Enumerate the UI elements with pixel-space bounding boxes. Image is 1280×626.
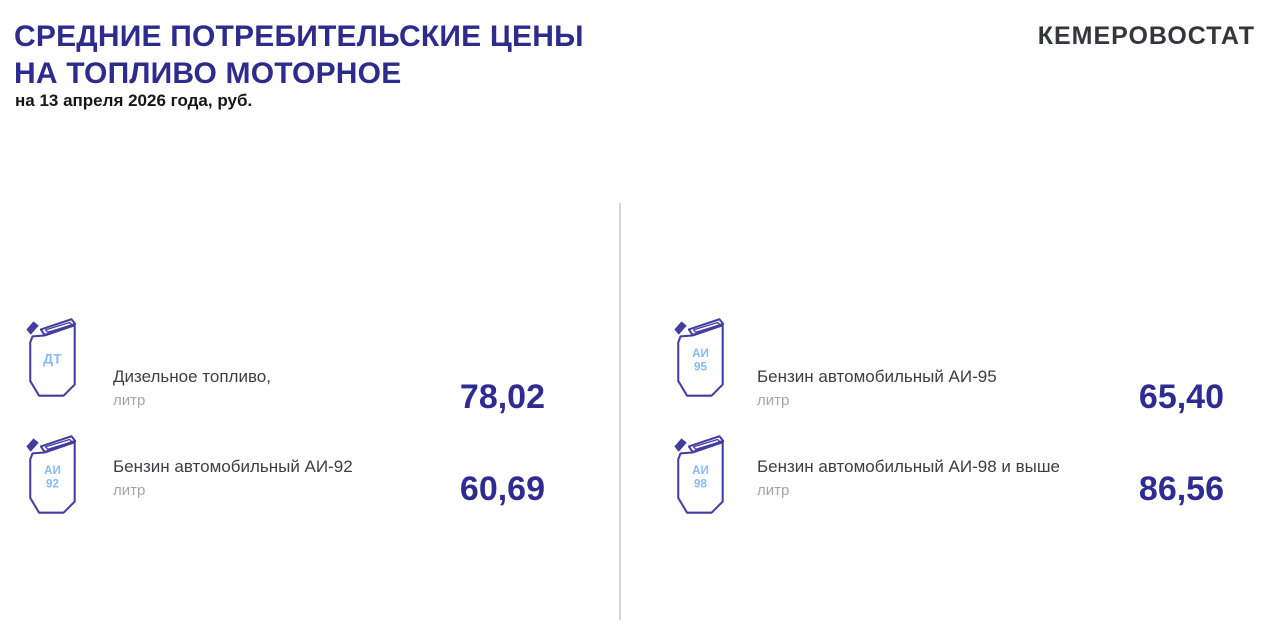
- page-title-line2: НА ТОПЛИВО МОТОРНОЕ: [14, 57, 402, 90]
- fuel-price-ai92: 60,69: [459, 470, 545, 508]
- jerrycan-label: АИ: [692, 465, 709, 477]
- jerrycan-label: 92: [46, 479, 59, 491]
- page-title-line1: СРЕДНИЕ ПОТРЕБИТЕЛЬСКИЕ ЦЕНЫ: [14, 20, 584, 53]
- fuel-price-diesel: 78,02: [459, 378, 545, 416]
- jerrycan-label: АИ: [692, 348, 709, 360]
- jerrycan-label: ДТ: [43, 351, 62, 367]
- jerrycan-label: 98: [694, 479, 707, 491]
- page-title: СРЕДНИЕ ПОТРЕБИТЕЛЬСКИЕ ЦЕНЫ НА ТОПЛИВО …: [14, 18, 584, 92]
- jerrycan-label: АИ: [44, 465, 61, 477]
- fuel-name-ai95: Бензин автомобильный АИ-95: [757, 367, 997, 386]
- fuel-name-diesel: Дизельное топливо,: [113, 367, 271, 386]
- brand-logo-text: КЕМЕРОВОСТАТ: [1037, 22, 1255, 50]
- fuel-price-ai95: 65,40: [1138, 378, 1224, 416]
- jerrycan-ai95-icon: АИ 95: [674, 318, 725, 397]
- column-divider: [619, 203, 621, 620]
- jerrycan-label: 95: [694, 362, 707, 374]
- fuel-name-ai98: Бензин автомобильный АИ-98 и выше: [757, 457, 1060, 476]
- fuel-name-ai92: Бензин автомобильный АИ-92: [113, 457, 353, 476]
- fuel-unit-ai92: литр: [113, 482, 146, 499]
- jerrycan-ai98-icon: АИ 98: [674, 435, 725, 514]
- jerrycan-dt-icon: ДТ: [26, 318, 77, 397]
- jerrycan-ai92-icon: АИ 92: [26, 435, 77, 514]
- fuel-unit-ai98: литр: [757, 482, 790, 499]
- fuel-unit-diesel: литр: [113, 392, 146, 409]
- fuel-unit-ai95: литр: [757, 392, 790, 409]
- fuel-price-ai98: 86,56: [1138, 470, 1224, 508]
- page-subtitle: на 13 апреля 2026 года, руб.: [15, 91, 253, 110]
